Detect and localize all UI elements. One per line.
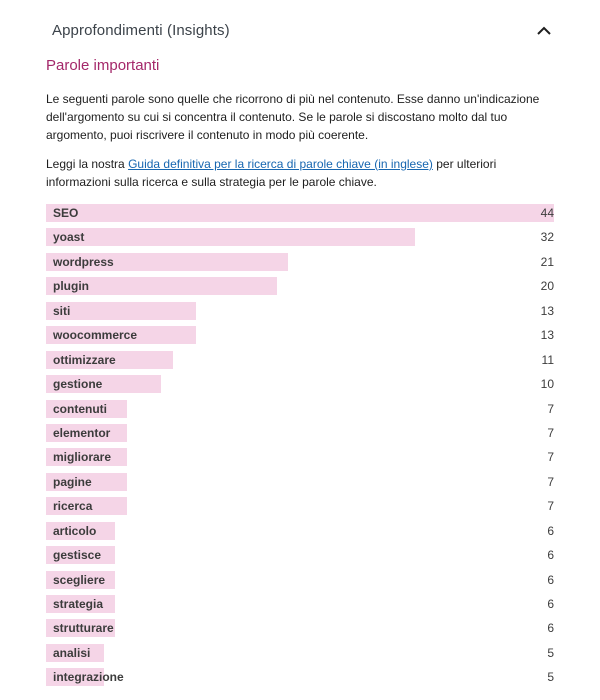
keyword-count: 7 (547, 450, 554, 465)
keyword-count: 32 (540, 230, 554, 245)
keyword-count: 20 (540, 279, 554, 294)
keyword-bar (46, 204, 554, 222)
keyword-bar (46, 277, 277, 296)
keyword-count: 6 (547, 548, 554, 563)
keyword-row: analisi 5 (46, 643, 554, 667)
keyword-count: 13 (540, 328, 554, 343)
keyword-count: 6 (547, 523, 554, 538)
keyword-word: analisi (53, 645, 91, 660)
keyword-bar (46, 570, 115, 589)
keyword-row: strategia 6 (46, 594, 554, 618)
keyword-bar (46, 619, 115, 638)
keyword-bar (46, 252, 288, 271)
keyword-word: woocommerce (53, 328, 138, 343)
keyword-count: 7 (547, 474, 554, 489)
keyword-row: yoast 32 (46, 227, 554, 251)
keyword-list: SEO 44 yoast 32 wordpress 21 plugin 20 siti 13 woo… (46, 203, 554, 692)
keyword-word: gestione (53, 377, 103, 392)
keyword-count: 10 (540, 377, 554, 392)
keyword-word: strutturare (53, 621, 114, 636)
keyword-bar (46, 326, 196, 345)
keyword-word: ricerca (53, 499, 93, 514)
panel-title: Approfondimenti (Insights) (52, 22, 230, 39)
keyword-word: SEO (53, 206, 79, 220)
keyword-bar (46, 521, 115, 540)
keyword-bar (46, 497, 127, 516)
keyword-bar (46, 546, 115, 565)
keyword-row: plugin 20 (46, 276, 554, 300)
keyword-research-guide-link[interactable]: Guida definitiva per la ricerca di parol… (128, 157, 433, 171)
keyword-row: integrazione 5 (46, 667, 554, 691)
keyword-count: 5 (547, 670, 554, 685)
keyword-row: woocommerce 13 (46, 325, 554, 349)
keyword-word: siti (53, 303, 71, 318)
keyword-row: elementor 7 (46, 423, 554, 447)
read-guide-suffix: per ulteriori informazioni sulla ricerca… (46, 157, 497, 189)
keyword-row: ottimizzare 11 (46, 350, 554, 374)
keyword-bar (46, 472, 127, 491)
keyword-row: wordpress 21 (46, 252, 554, 276)
keyword-word: migliorare (53, 450, 112, 465)
keyword-count: 11 (541, 352, 554, 367)
keyword-word: ottimizzare (53, 352, 116, 367)
keyword-row: ricerca 7 (46, 496, 554, 520)
keyword-count: 21 (540, 254, 554, 269)
keyword-bar (46, 668, 104, 687)
read-guide-text: Leggi la nostra Guida definitiva per la … (46, 155, 561, 191)
keyword-bar (46, 595, 115, 613)
keyword-count: 7 (547, 401, 554, 416)
section-description: Le seguenti parole sono quelle che ricor… (46, 92, 540, 142)
keyword-count: 7 (547, 425, 554, 440)
keyword-row: strutturare 6 (46, 618, 554, 642)
keyword-row: contenuti 7 (46, 399, 554, 423)
keyword-word: plugin (53, 279, 89, 294)
keyword-count: 44 (540, 206, 554, 220)
keyword-word: gestisce (53, 548, 102, 563)
keyword-row: siti 13 (46, 301, 554, 325)
keyword-bar (46, 375, 161, 394)
keyword-word: contenuti (53, 401, 107, 416)
insights-panel-header[interactable]: Approfondimenti (Insights) (0, 0, 600, 60)
keyword-word: wordpress (53, 254, 114, 269)
keyword-count: 7 (547, 499, 554, 514)
read-guide-prefix: Leggi la nostra (46, 157, 129, 171)
keyword-bar (46, 301, 196, 320)
keyword-row: scegliere 6 (46, 570, 554, 594)
keyword-word: scegliere (53, 572, 106, 587)
keyword-row: articolo 6 (46, 521, 554, 545)
keyword-count: 6 (547, 621, 554, 636)
section-title: Parole importanti (46, 57, 160, 74)
keyword-word: integrazione (53, 670, 124, 685)
keyword-count: 6 (547, 572, 554, 587)
keyword-bar (46, 423, 127, 442)
keyword-count: 6 (547, 597, 554, 611)
keyword-word: strategia (53, 597, 104, 611)
keyword-word: elementor (53, 425, 111, 440)
keyword-row: pagine 7 (46, 472, 554, 496)
keyword-bar (46, 448, 127, 467)
keyword-bar (46, 228, 415, 247)
keyword-word: articolo (53, 523, 97, 538)
keyword-row: SEO 44 (46, 203, 554, 227)
keyword-bar (46, 643, 104, 662)
keyword-count: 13 (540, 303, 554, 318)
keyword-row: gestisce 6 (46, 545, 554, 569)
keyword-row: gestione 10 (46, 374, 554, 398)
keyword-count: 5 (547, 645, 554, 660)
keyword-row: migliorare 7 (46, 447, 554, 471)
keyword-bar (46, 350, 173, 369)
keyword-word: pagine (53, 474, 92, 489)
chevron-up-icon[interactable] (535, 24, 553, 38)
keyword-word: yoast (53, 230, 85, 245)
keyword-bar (46, 399, 127, 418)
